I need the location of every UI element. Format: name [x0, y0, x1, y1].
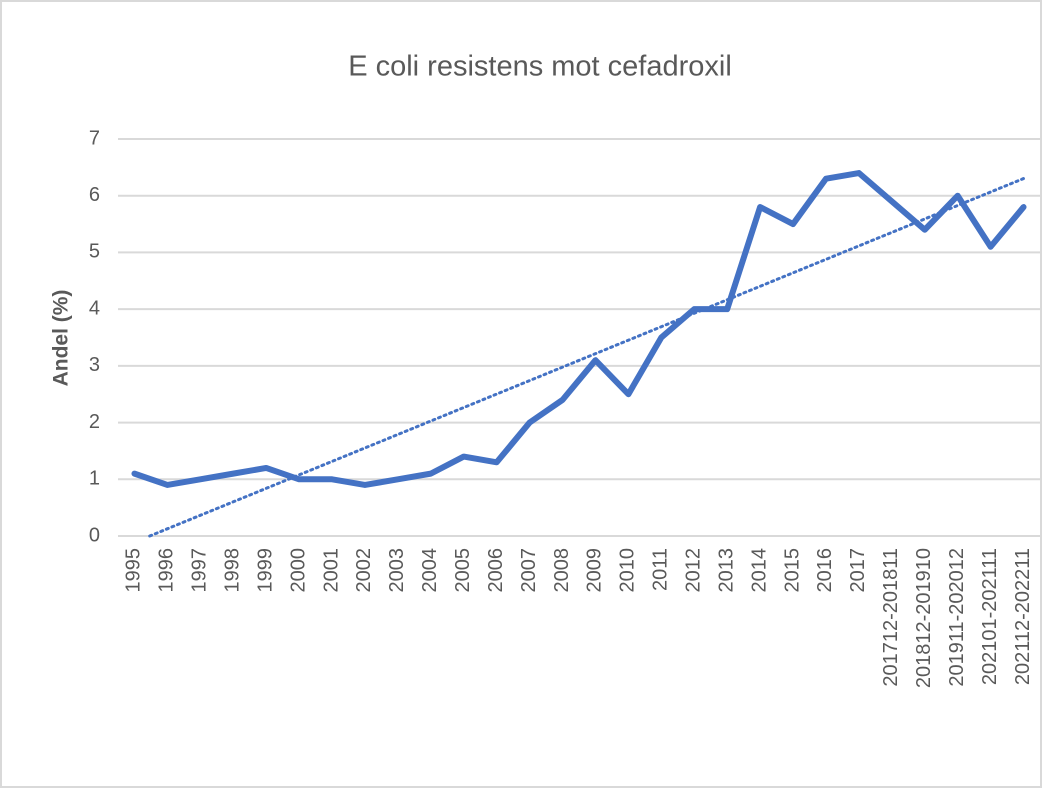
x-tick-label: 1997	[189, 548, 211, 593]
x-tick-label: 2002	[353, 548, 375, 593]
x-tick-label: 2013	[715, 548, 737, 593]
x-tick-label: 2000	[287, 548, 309, 593]
y-tick-label: 7	[89, 127, 100, 149]
x-tick-label: 201911-202012	[946, 548, 968, 687]
x-tick-label: 2005	[452, 548, 474, 593]
x-tick-label: 202112-202211	[1012, 548, 1034, 685]
x-tick-label: 2008	[551, 548, 573, 593]
y-tick-label: 5	[89, 241, 100, 263]
x-tick-label: 2014	[748, 548, 770, 593]
x-tick-label: 2003	[386, 548, 408, 593]
x-tick-label: 2012	[683, 548, 705, 593]
x-tick-label: 1996	[156, 548, 178, 593]
x-tick-label: 2006	[485, 548, 507, 593]
y-tick-label: 6	[89, 184, 100, 206]
x-tick-label: 2016	[814, 548, 836, 593]
x-tick-label: 2001	[320, 548, 342, 593]
x-tick-label: 201812-201910	[913, 548, 935, 688]
y-tick-label: 3	[89, 354, 100, 376]
x-tick-label: 2011	[650, 548, 672, 591]
x-tick-label: 2009	[584, 548, 606, 593]
x-tick-label: 2015	[781, 548, 803, 593]
x-tick-label: 201712-201811	[880, 548, 902, 687]
y-tick-label: 1	[89, 468, 100, 490]
x-tick-label: 2007	[518, 548, 540, 593]
x-tick-label: 202101-202111	[979, 548, 1001, 685]
chart-title: E coli resistens mot cefadroxil	[348, 51, 732, 83]
x-tick-label: 1998	[222, 548, 244, 593]
y-tick-label: 4	[89, 297, 100, 319]
x-tick-label: 2004	[419, 548, 441, 593]
data-line	[131, 170, 1027, 488]
y-axis-label: Andel (%)	[50, 290, 73, 387]
y-tick-label: 0	[89, 524, 100, 546]
x-tick-label: 2010	[617, 548, 639, 593]
x-tick-label: 1995	[123, 548, 145, 593]
y-tick-label: 2	[89, 411, 100, 433]
x-tick-label: 1999	[254, 548, 276, 593]
x-tick-label: 2017	[847, 548, 869, 593]
